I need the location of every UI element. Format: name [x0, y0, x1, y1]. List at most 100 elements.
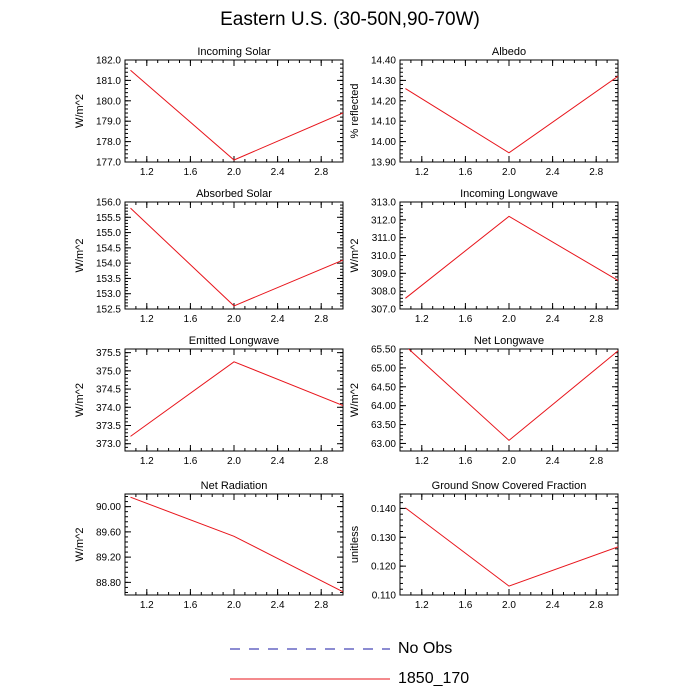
panel-1: Incoming Solar W/m^2 1.2 1.6 2.0 2.4 2.8 177.0 1…	[74, 46, 344, 178]
x-tick-label: 1.6	[183, 167, 197, 178]
y-tick-label: 156.0	[96, 198, 121, 209]
series-line-1850-170	[405, 507, 618, 587]
series-line-1850-170	[405, 215, 618, 299]
y-tick-label: 65.50	[371, 345, 396, 356]
x-tick-label: 1.6	[183, 456, 197, 467]
y-tick-label: 63.50	[371, 420, 396, 431]
y-tick-label: 89.20	[96, 553, 121, 564]
panel-3: Absorbed Solar W/m^2 1.2 1.6 2.0 2.4 2.8 152.5 1…	[74, 188, 344, 325]
x-tick-label: 2.8	[314, 456, 328, 467]
x-tick-label: 2.0	[227, 456, 241, 467]
x-tick-label: 1.6	[458, 314, 472, 325]
x-tick-label: 2.8	[589, 456, 603, 467]
y-tick-label: 375.0	[96, 366, 121, 377]
panel-6: Net Longwave W/m^2 1.2 1.6 2.0 2.4 2.8 63.00 63.…	[349, 335, 619, 467]
panel-title: Emitted Longwave	[189, 335, 280, 347]
y-tick-label: 310.0	[371, 251, 396, 262]
x-tick-label: 2.0	[227, 167, 241, 178]
x-tick-label: 2.4	[271, 600, 285, 611]
panel-8: Ground Snow Covered Fraction unitless 1.2 1…	[349, 480, 619, 611]
y-axis-label: W/m^2	[349, 239, 361, 273]
panel-title: Incoming Longwave	[460, 188, 558, 200]
x-tick-label: 2.8	[314, 314, 328, 325]
plot-frame	[124, 59, 344, 163]
y-tick-label: 88.80	[96, 578, 121, 589]
y-tick-label: 14.30	[371, 76, 396, 87]
x-tick-label: 2.8	[589, 314, 603, 325]
series-line-1850-170	[130, 496, 343, 593]
y-tick-label: 375.5	[96, 348, 121, 359]
y-tick-label: 0.120	[371, 562, 396, 573]
y-tick-label: 308.0	[371, 287, 396, 298]
y-tick-label: 14.10	[371, 117, 396, 128]
y-tick-label: 374.5	[96, 385, 121, 396]
x-tick-label: 2.4	[546, 167, 560, 178]
panel-2: Albedo % reflected 1.2 1.6 2.0 2.4 2.8 13.90 14.…	[349, 46, 619, 178]
x-tick-label: 2.0	[227, 314, 241, 325]
plot-frame	[399, 201, 619, 310]
x-tick-label: 1.2	[415, 314, 429, 325]
y-tick-label: 90.00	[96, 502, 121, 513]
y-tick-label: 14.00	[371, 137, 396, 148]
y-axis-label: W/m^2	[74, 528, 86, 562]
y-axis-label: W/m^2	[74, 383, 86, 417]
y-tick-label: 64.00	[371, 401, 396, 412]
figure-title: Eastern U.S. (30-50N,90-70W)	[220, 9, 480, 30]
y-tick-label: 313.0	[371, 198, 396, 209]
panel-title: Incoming Solar	[197, 46, 271, 58]
y-tick-label: 180.0	[96, 96, 121, 107]
legend-label-no-obs: No Obs	[398, 640, 453, 657]
y-tick-label: 152.5	[96, 305, 121, 316]
y-tick-label: 373.5	[96, 421, 121, 432]
x-tick-label: 1.6	[183, 600, 197, 611]
x-tick-label: 1.2	[140, 314, 154, 325]
y-axis-label: unitless	[349, 525, 361, 563]
y-tick-label: 14.20	[371, 96, 396, 107]
y-tick-label: 65.00	[371, 363, 396, 374]
y-tick-label: 178.0	[96, 137, 121, 148]
y-axis-label: W/m^2	[349, 383, 361, 417]
y-tick-label: 181.0	[96, 76, 121, 87]
y-tick-label: 307.0	[371, 305, 396, 316]
plot-frame	[399, 59, 619, 163]
x-tick-label: 2.0	[227, 600, 241, 611]
x-tick-label: 1.6	[183, 314, 197, 325]
series-line-1850-170	[130, 69, 343, 161]
y-tick-label: 0.140	[371, 504, 396, 515]
y-axis-label: W/m^2	[74, 239, 86, 273]
panel-title: Albedo	[492, 46, 526, 58]
x-tick-label: 1.2	[140, 600, 154, 611]
y-tick-label: 154.5	[96, 243, 121, 254]
series-line-1850-170	[130, 207, 343, 307]
x-tick-label: 1.2	[140, 456, 154, 467]
x-tick-label: 1.6	[458, 600, 472, 611]
panel-7: Net Radiation W/m^2 1.2 1.6 2.0 2.4 2.8 88.80 89…	[74, 480, 344, 611]
x-tick-label: 1.2	[415, 600, 429, 611]
legend-line-1850-170	[230, 678, 390, 680]
x-tick-label: 1.6	[458, 167, 472, 178]
x-tick-label: 2.4	[546, 314, 560, 325]
x-tick-label: 2.0	[502, 600, 516, 611]
x-tick-label: 1.2	[140, 167, 154, 178]
panel-5: Emitted Longwave W/m^2 1.2 1.6 2.0 2.4 2.8 373.…	[74, 335, 344, 467]
x-tick-label: 2.8	[314, 167, 328, 178]
series-line-1850-170	[407, 349, 618, 442]
y-tick-label: 177.0	[96, 158, 121, 169]
y-tick-label: 153.5	[96, 274, 121, 285]
panel-4: Incoming Longwave W/m^2 1.2 1.6 2.0 2.4 2.8 307…	[349, 188, 619, 325]
x-tick-label: 1.6	[458, 456, 472, 467]
x-tick-label: 2.8	[314, 600, 328, 611]
y-tick-label: 312.0	[371, 215, 396, 226]
x-tick-label: 2.8	[589, 600, 603, 611]
y-tick-label: 179.0	[96, 117, 121, 128]
panel-title: Net Longwave	[474, 335, 544, 347]
y-tick-label: 64.50	[371, 382, 396, 393]
x-tick-label: 1.2	[415, 456, 429, 467]
x-tick-label: 2.0	[502, 456, 516, 467]
plot-frame	[124, 201, 344, 310]
y-tick-label: 14.40	[371, 56, 396, 67]
y-tick-label: 374.0	[96, 403, 121, 414]
x-tick-label: 2.4	[546, 600, 560, 611]
panel-title: Absorbed Solar	[196, 188, 272, 200]
y-tick-label: 182.0	[96, 56, 121, 67]
